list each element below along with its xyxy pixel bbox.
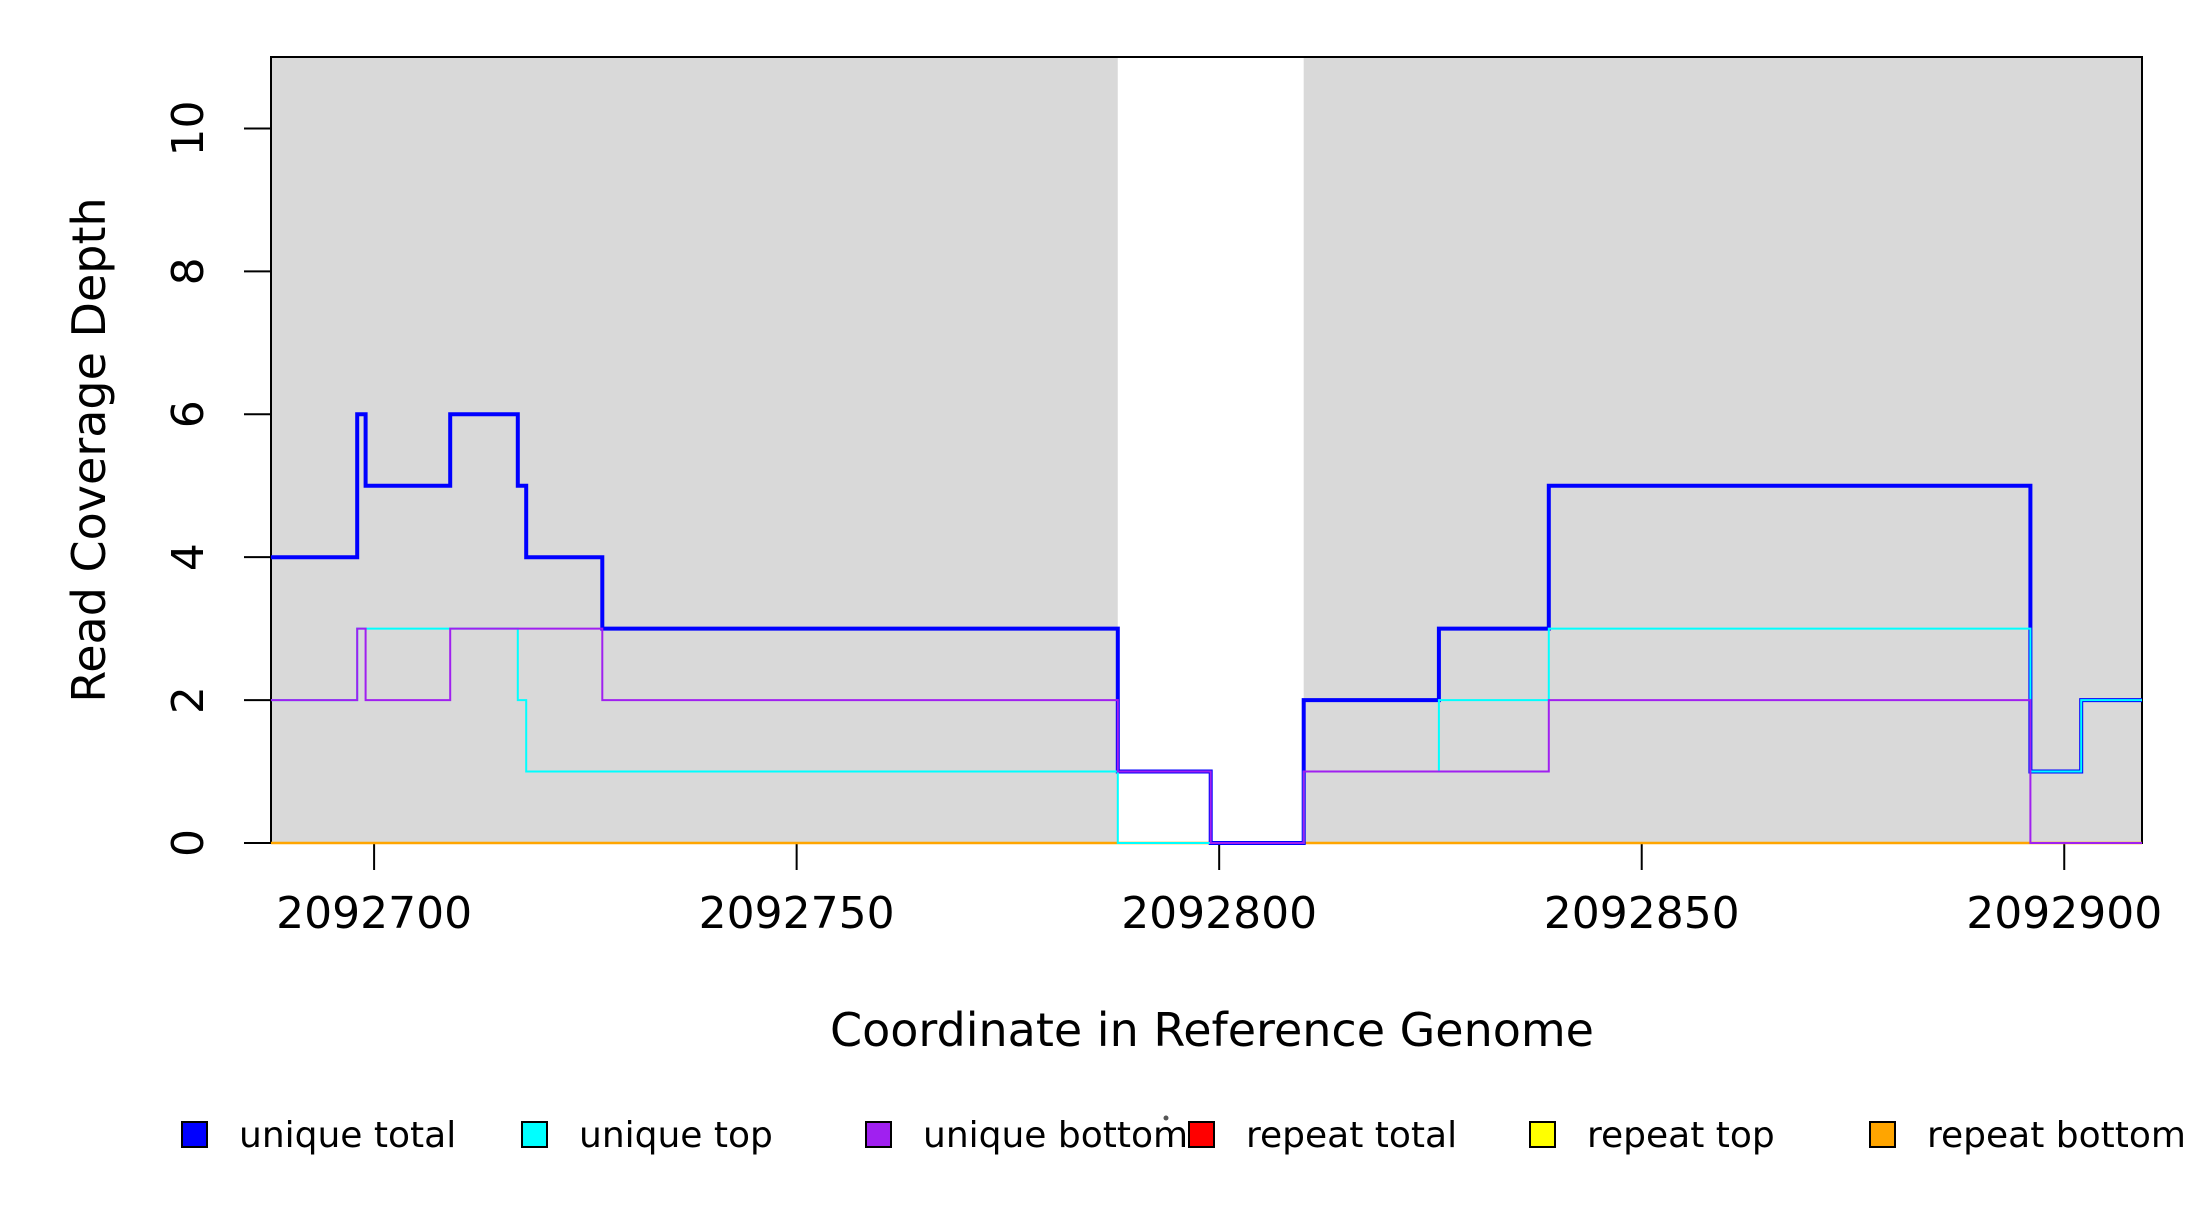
legend-item-repeat-top: repeat top xyxy=(1529,1115,1775,1156)
annotation-region-2 xyxy=(1303,57,2142,843)
legend-item-unique-top: unique top xyxy=(521,1115,773,1156)
x-axis-tick-label: 2092900 xyxy=(1966,888,2162,939)
x-axis-tick-label: 2092750 xyxy=(699,888,895,939)
y-axis-tick-label: 0 xyxy=(163,829,214,857)
legend-swatch-repeat-top xyxy=(1529,1121,1556,1148)
x-axis-title: Coordinate in Reference Genome xyxy=(830,1003,1594,1057)
y-axis-tick-label: 2 xyxy=(163,686,214,714)
x-axis-tick-label: 2092850 xyxy=(1544,888,1740,939)
y-axis-title: Read Coverage Depth xyxy=(62,197,116,702)
series-layer xyxy=(271,412,2142,845)
legend-item-unique-total: unique total xyxy=(181,1115,456,1156)
legend-label-repeat-bottom: repeat bottom xyxy=(1927,1115,2186,1156)
legend-label-repeat-total: repeat total xyxy=(1246,1115,1457,1156)
legend-item-repeat-total: repeat total xyxy=(1188,1115,1457,1156)
legend-swatch-repeat-bottom xyxy=(1869,1121,1896,1148)
axes-layer: 2092700 2092750 2092800 2092850 2092900 0 2 4 6 8… xyxy=(163,100,2162,939)
legend-swatch-unique-top xyxy=(521,1121,548,1148)
x-axis-tick-label: 2092800 xyxy=(1121,888,1317,939)
legend-label-unique-top: unique top xyxy=(579,1115,773,1156)
annotation-region-1 xyxy=(271,57,1118,843)
legend-artifact-dot xyxy=(1163,1115,1169,1121)
y-axis-tick-label: 4 xyxy=(163,543,214,571)
legend-label-repeat-top: repeat top xyxy=(1587,1115,1775,1156)
legend-swatch-unique-total xyxy=(181,1121,208,1148)
x-axis-tick-label: 2092700 xyxy=(276,888,472,939)
legend-swatch-repeat-total xyxy=(1188,1121,1215,1148)
y-axis-tick-label: 6 xyxy=(163,400,214,428)
annotation-regions-layer xyxy=(271,57,2142,843)
y-axis-tick-label: 8 xyxy=(163,257,214,285)
legend: unique total unique top unique bottom repea… xyxy=(181,1115,2186,1156)
legend-swatch-unique-bottom xyxy=(865,1121,892,1148)
legend-label-unique-total: unique total xyxy=(239,1115,456,1156)
legend-item-repeat-bottom: repeat bottom xyxy=(1869,1115,2186,1156)
y-axis-tick-label: 10 xyxy=(163,100,214,156)
legend-item-unique-bottom: unique bottom xyxy=(865,1115,1188,1156)
series-unique-bottom xyxy=(271,627,2142,844)
legend-label-unique-bottom: unique bottom xyxy=(923,1115,1188,1156)
